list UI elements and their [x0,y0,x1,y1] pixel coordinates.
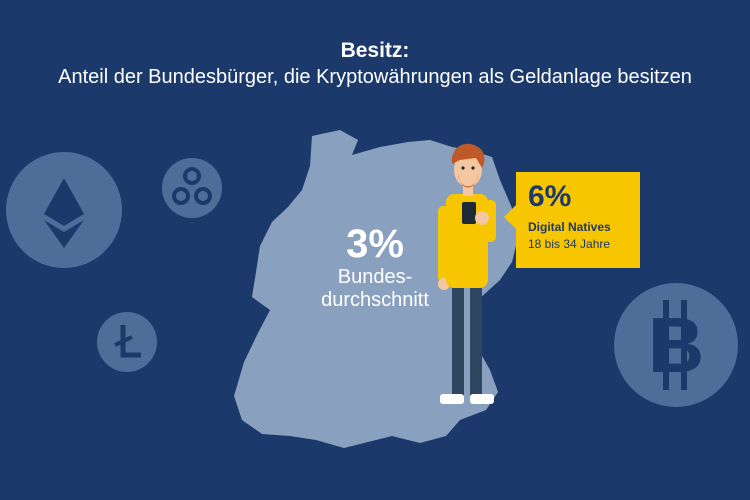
page-subtitle: Anteil der Bundesbürger, die Kryptowähru… [58,66,692,88]
bitcoin-icon: B [614,283,738,407]
page-title: Besitz: [340,39,410,62]
ethereum-icon [6,152,122,268]
national-average-label-line1: Bundes- [337,266,413,288]
litecoin-icon [97,312,157,372]
digital-natives-value: 6% [528,180,572,213]
digital-natives-label: Digital Natives [528,220,611,234]
ripple-icon [162,158,222,218]
title-block: Besitz: Anteil der Bundesbürger, die Kry… [0,38,750,90]
digital-natives-age-range: 18 bis 34 Jahre [528,237,611,251]
national-average-value: 3% [346,222,404,266]
digital-natives-callout: 6% Digital Natives 18 bis 34 Jahre [516,172,640,268]
callout-pointer [504,205,516,229]
person-figure [438,143,496,404]
national-average-label-line2: durchschnitt [321,289,429,311]
svg-text:B: B [648,301,704,389]
national-average: 3% Bundes- durchschnitt [300,222,450,312]
